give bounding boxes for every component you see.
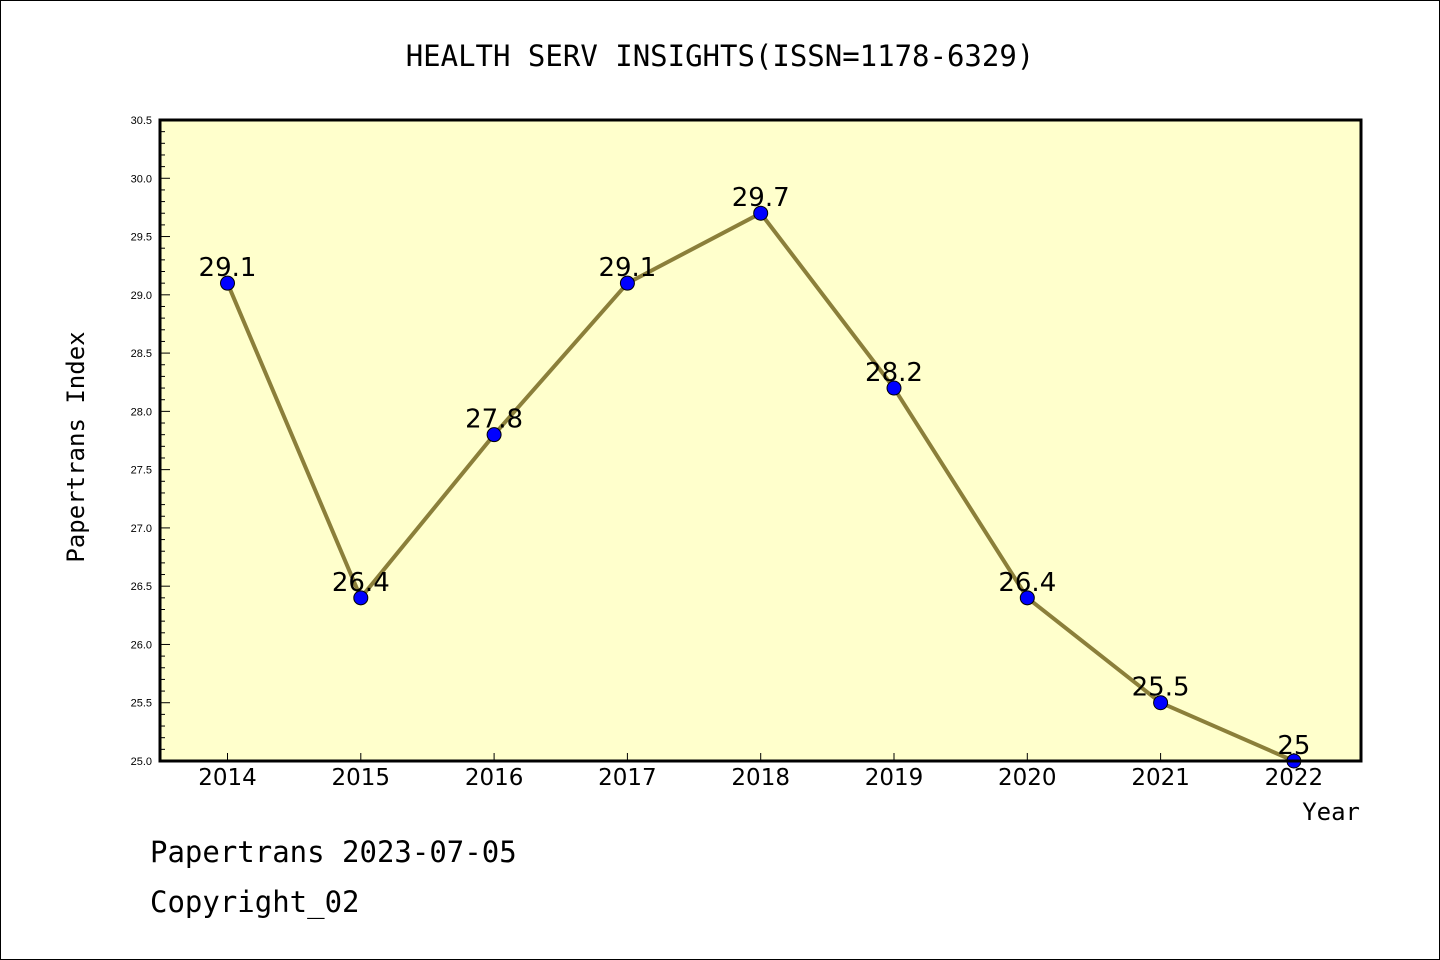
data-label: 29.1	[598, 253, 656, 283]
x-tick-label: 2017	[598, 765, 657, 791]
x-tick-label: 2021	[1131, 765, 1190, 791]
footer-date-stamp: Papertrans 2023-07-05	[150, 835, 517, 869]
data-point	[220, 275, 235, 291]
y-tick-label: 30.0	[131, 173, 152, 185]
y-axis-label: Papertrans Index	[62, 331, 90, 562]
data-label: 29.7	[732, 183, 790, 213]
y-axis-ticks: 25.0 25.5 26.0 26.5 27.0 27.5 28.0 28.5 29.0 29.5…	[131, 115, 170, 768]
y-tick-label: 28.5	[131, 348, 152, 360]
y-tick-label: 27.5	[131, 465, 152, 477]
x-tick-label: 2016	[465, 765, 524, 791]
plot-area	[160, 120, 1361, 761]
chart-title: HEALTH SERV INSIGHTS(ISSN=1178-6329)	[406, 39, 1035, 73]
x-tick-label: 2020	[998, 765, 1057, 791]
x-tick-label: 2018	[731, 765, 790, 791]
data-point	[486, 427, 502, 443]
x-axis-ticks: 2014 2015 2016 2017 2018 2019 2020 2021 2022	[198, 753, 1323, 791]
plot-border	[158, 118, 1363, 763]
data-label: 25.5	[1132, 673, 1190, 703]
y-tick-label: 27.0	[131, 523, 152, 535]
data-label: 26.4	[998, 568, 1056, 598]
y-tick-label: 26.0	[131, 639, 152, 651]
data-point	[353, 590, 369, 606]
x-tick-label: 2015	[332, 765, 391, 791]
x-tick-label: 2014	[198, 765, 257, 791]
x-axis-label: Year	[1302, 798, 1360, 826]
y-tick-label: 29.5	[131, 232, 152, 244]
y-tick-label: 28.0	[131, 406, 152, 418]
y-tick-label: 29.0	[131, 290, 152, 302]
data-label: 26.4	[332, 568, 390, 598]
data-label: 29.1	[199, 253, 257, 283]
x-tick-label: 2019	[865, 765, 924, 791]
data-label: 25	[1277, 731, 1310, 761]
footer-copyright: Copyright_02	[150, 885, 360, 919]
y-tick-label: 25.5	[131, 698, 152, 710]
y-tick-label: 26.5	[131, 581, 152, 593]
data-label: 28.2	[865, 358, 923, 388]
data-label: 27.8	[465, 405, 523, 435]
x-tick-label: 2022	[1265, 765, 1324, 791]
data-point	[1153, 695, 1169, 711]
data-point	[1019, 590, 1035, 606]
y-tick-label: 25.0	[131, 756, 152, 768]
data-point	[753, 205, 769, 221]
data-point	[619, 275, 635, 291]
y-tick-label: 30.5	[131, 115, 152, 127]
data-labels: 29.1 26.4 27.8 29.1 29.7 28.2 26.4 25.5 25	[199, 183, 1311, 761]
series-markers	[220, 205, 1302, 769]
data-point	[886, 380, 902, 396]
